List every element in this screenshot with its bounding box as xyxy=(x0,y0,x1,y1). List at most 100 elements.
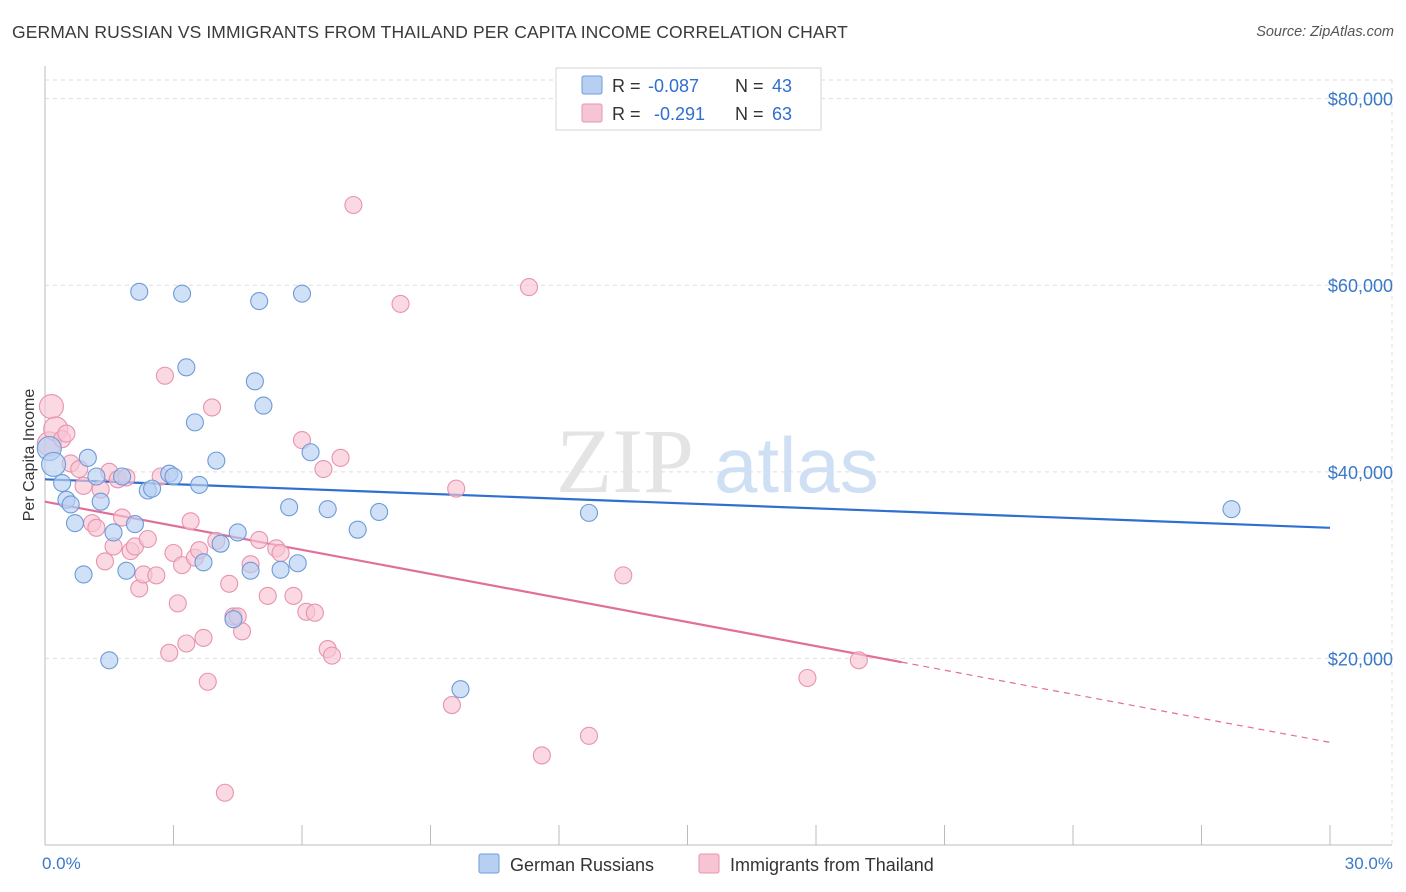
point-thailand-43 xyxy=(250,530,269,549)
point-thailand-9 xyxy=(87,518,106,537)
point-german-russians-12 xyxy=(113,467,132,486)
y-tick-label-1: $40,000 xyxy=(1328,463,1393,483)
y-tick-label-0: $20,000 xyxy=(1328,649,1393,669)
point-german-russians-19 xyxy=(164,467,183,486)
point-german-russians-33 xyxy=(271,560,290,579)
point-german-russians-20 xyxy=(173,284,192,303)
legend-n-label-1: N = xyxy=(735,76,764,96)
y-axis-label: Per Capita Income xyxy=(21,389,38,522)
point-thailand-61 xyxy=(579,726,599,745)
point-thailand-50 xyxy=(305,603,324,622)
point-german-russians-5 xyxy=(65,514,85,533)
series-swatch-german-russians xyxy=(478,853,500,874)
legend-n-value-1: 43 xyxy=(772,76,792,96)
point-german-russians-17 xyxy=(143,479,162,498)
point-thailand-63 xyxy=(798,668,817,688)
point-german-russians-30 xyxy=(245,372,264,391)
watermark-zip: ZIP xyxy=(556,410,694,512)
point-thailand-58 xyxy=(447,479,466,498)
legend-r-value-2: -0.291 xyxy=(654,104,705,124)
source-label: Source: ZipAtlas.com xyxy=(1256,24,1394,40)
point-german-russians-14 xyxy=(125,515,144,534)
point-thailand-7 xyxy=(74,476,93,495)
point-thailand-35 xyxy=(203,398,222,417)
point-german-russians-7 xyxy=(78,448,97,467)
series-swatch-thailand xyxy=(698,853,720,874)
legend-r-label-1: R = xyxy=(612,76,641,96)
point-german-russians-23 xyxy=(190,475,209,494)
point-thailand-46 xyxy=(271,543,290,563)
point-thailand-38 xyxy=(220,574,239,593)
point-german-russians-37 xyxy=(301,443,320,462)
point-thailand-62 xyxy=(614,566,633,585)
chart-title: GERMAN RUSSIAN VS IMMIGRANTS FROM THAILA… xyxy=(12,22,848,42)
point-german-russians-25 xyxy=(207,451,226,470)
point-thailand-51 xyxy=(314,459,333,479)
point-german-russians-13 xyxy=(117,561,136,580)
point-thailand-33 xyxy=(194,628,213,647)
point-german-russians-15 xyxy=(130,282,149,301)
point-german-russians-29 xyxy=(241,561,260,580)
legend-n-value-2: 63 xyxy=(772,104,792,124)
point-thailand-1 xyxy=(38,393,64,420)
point-german-russians-36 xyxy=(292,284,312,303)
point-german-russians-39 xyxy=(348,520,367,539)
series-label-thailand: Immigrants from Thailand xyxy=(730,855,934,875)
point-german-russians-9 xyxy=(91,492,110,511)
point-thailand-11 xyxy=(95,552,115,571)
point-thailand-64 xyxy=(849,651,868,670)
y-tick-label-3: $80,000 xyxy=(1328,90,1393,110)
point-thailand-54 xyxy=(331,448,350,467)
point-thailand-4 xyxy=(57,424,76,443)
data-points xyxy=(36,195,1241,802)
point-german-russians-4 xyxy=(61,495,80,514)
series-legend: German Russians Immigrants from Thailand xyxy=(478,853,934,875)
legend-swatch-blue xyxy=(581,75,603,95)
correlation-legend: R = -0.087 N = 43 R = -0.291 N = 63 xyxy=(555,67,822,131)
legend-r-value-1: -0.087 xyxy=(648,76,699,96)
point-german-russians-41 xyxy=(451,680,470,699)
point-german-russians-22 xyxy=(185,413,204,432)
point-thailand-55 xyxy=(344,195,363,215)
point-thailand-53 xyxy=(322,646,342,665)
point-german-russians-10 xyxy=(100,651,119,670)
point-thailand-25 xyxy=(160,643,179,662)
trend-line-dashed-1 xyxy=(901,661,1331,743)
point-thailand-24 xyxy=(155,366,174,385)
series-label-german-russians: German Russians xyxy=(510,855,654,875)
x-tick-label-min: 0.0% xyxy=(42,854,81,873)
point-thailand-56 xyxy=(391,294,410,313)
point-german-russians-43 xyxy=(1222,500,1241,519)
point-thailand-44 xyxy=(258,586,277,605)
point-german-russians-21 xyxy=(177,358,196,377)
point-german-russians-8 xyxy=(87,467,106,486)
tick-labels: $20,000 $40,000 $60,000 $80,000 0.0% 30.0% xyxy=(42,90,1393,873)
point-german-russians-38 xyxy=(318,500,337,519)
point-thailand-27 xyxy=(168,594,187,613)
x-tick-label-max: 30.0% xyxy=(1345,854,1393,873)
legend-r-label-2: R = xyxy=(612,104,641,124)
point-german-russians-35 xyxy=(288,554,307,573)
point-thailand-47 xyxy=(284,586,303,605)
point-german-russians-26 xyxy=(211,534,230,553)
point-german-russians-40 xyxy=(370,502,389,521)
trend-line-1 xyxy=(44,500,902,664)
point-german-russians-11 xyxy=(104,523,123,542)
point-thailand-34 xyxy=(198,672,217,691)
point-german-russians-24 xyxy=(194,553,213,572)
point-thailand-22 xyxy=(147,566,166,585)
point-german-russians-1 xyxy=(41,451,67,477)
y-tick-label-2: $60,000 xyxy=(1328,276,1393,296)
point-thailand-30 xyxy=(181,512,200,531)
point-german-russians-6 xyxy=(74,565,93,584)
point-thailand-29 xyxy=(177,634,196,653)
watermark-atlas: atlas xyxy=(714,421,879,509)
legend-n-label-2: N = xyxy=(735,104,764,124)
point-german-russians-2 xyxy=(53,473,72,493)
point-german-russians-34 xyxy=(280,498,299,517)
point-german-russians-42 xyxy=(579,503,599,522)
trend-line-0 xyxy=(44,478,1331,529)
point-german-russians-28 xyxy=(228,523,247,542)
point-thailand-37 xyxy=(215,783,234,802)
